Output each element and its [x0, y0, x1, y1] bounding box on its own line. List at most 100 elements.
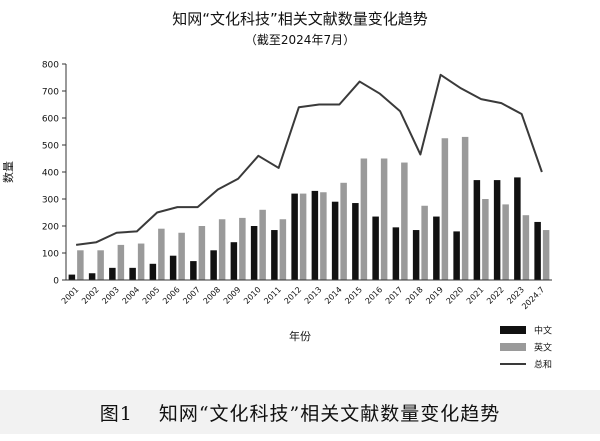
bar-chinese	[372, 216, 379, 280]
y-tick-label: 200	[42, 223, 59, 233]
bar-english	[198, 226, 206, 280]
bar-chinese	[169, 255, 177, 280]
bar-chinese	[68, 274, 76, 280]
bar-english	[117, 244, 125, 280]
x-tick-label: 2024.7	[520, 285, 546, 311]
x-tick-label: 2015	[343, 285, 364, 306]
bar-chinese	[88, 273, 96, 280]
bar-english	[97, 250, 104, 280]
bar-chinese	[271, 230, 278, 280]
bar-chinese	[230, 242, 238, 280]
bar-chinese	[109, 267, 116, 280]
x-tick-label: 2005	[141, 285, 162, 306]
bar-chinese	[210, 250, 217, 280]
bar-english	[441, 138, 449, 280]
bar-chinese	[190, 261, 197, 280]
bar-english	[239, 217, 246, 280]
y-axis-label: 数量	[2, 161, 15, 183]
bar-chinese	[129, 267, 136, 280]
x-tick-label: 2008	[202, 285, 223, 306]
x-tick-label: 2019	[424, 285, 445, 306]
x-axis: 2001 2002 2003 2004 2005 2006 2007 2008 2009 2010…	[60, 279, 552, 311]
bar-english	[502, 204, 509, 280]
chart-subtitle: （截至2024年7月）	[245, 33, 355, 47]
x-tick-label: 2018	[404, 285, 425, 306]
x-tick-label: 2013	[303, 285, 324, 306]
legend-label: 英文	[534, 342, 552, 354]
bar-english	[401, 162, 408, 280]
bar-english	[279, 219, 287, 280]
legend-label: 总和	[534, 359, 552, 371]
x-tick-label: 2002	[80, 285, 101, 306]
bar-english	[77, 250, 84, 280]
x-tick-label: 2011	[262, 285, 283, 306]
x-tick-label: 2020	[445, 285, 466, 306]
x-tick-label: 2001	[60, 285, 81, 306]
legend-swatch	[500, 343, 526, 351]
x-tick-label: 2007	[181, 285, 202, 306]
x-tick-label: 2006	[161, 285, 182, 306]
total-line	[75, 73, 543, 246]
bar-chinese	[493, 180, 501, 280]
bar-english	[320, 192, 327, 280]
bar-english	[340, 182, 347, 280]
y-tick-label: 400	[42, 169, 59, 179]
y-tick-label: 700	[42, 88, 59, 98]
x-tick-label: 2012	[283, 285, 304, 306]
x-tick-label: 2021	[465, 285, 486, 306]
bar-chinese	[433, 216, 440, 280]
bar-chinese	[412, 230, 420, 280]
bar-chinese	[250, 226, 258, 280]
bar-english	[380, 158, 388, 280]
x-tick-label: 2004	[121, 285, 142, 306]
y-tick-label: 100	[42, 250, 59, 260]
bar-english	[137, 243, 145, 280]
x-axis-label: 年份	[289, 329, 311, 343]
bar-chinese	[331, 201, 339, 280]
bar-english	[421, 205, 428, 280]
bar-chinese	[514, 177, 521, 280]
y-tick-label: 500	[42, 142, 59, 152]
figure-caption-text: 知网“文化科技”相关文献数量变化趋势	[158, 402, 501, 425]
bar-english	[158, 228, 165, 280]
bar-english	[299, 193, 307, 280]
bar-chinese	[473, 180, 481, 280]
bar-english	[482, 199, 489, 280]
bar-chinese	[534, 221, 541, 280]
y-tick-label: 600	[42, 115, 59, 125]
bar-english	[259, 209, 266, 280]
chart: 知网“文化科技”相关文献数量变化趋势 （截至2024年7月） 010020030…	[2, 10, 552, 371]
x-tick-label: 2016	[364, 285, 385, 306]
x-tick-label: 2010	[242, 285, 263, 306]
y-tick-label: 800	[42, 61, 59, 71]
bar-english	[360, 158, 368, 280]
bar-english	[178, 232, 185, 280]
bar-chinese	[453, 231, 460, 280]
figure-caption: 图1 知网“文化科技”相关文献数量变化趋势	[0, 390, 600, 434]
bar-chinese	[149, 263, 157, 280]
x-tick-label: 2003	[100, 285, 121, 306]
bar-chinese	[311, 190, 319, 280]
bar-english	[542, 230, 550, 280]
x-tick-label: 2022	[485, 285, 506, 306]
y-tick-label: 300	[42, 196, 59, 206]
bar-chinese	[352, 203, 359, 280]
x-tick-label: 2009	[222, 285, 243, 306]
bars	[68, 136, 550, 280]
legend-swatch	[500, 326, 526, 334]
legend-label: 中文	[534, 325, 552, 337]
bar-english	[461, 136, 469, 280]
x-tick-label: 2017	[384, 285, 405, 306]
bar-chinese	[392, 227, 400, 280]
chart-title: 知网“文化科技”相关文献数量变化趋势	[172, 10, 428, 28]
y-tick-label: 0	[53, 277, 59, 287]
total-series-line	[75, 73, 543, 246]
bar-chinese	[291, 193, 298, 280]
figure-number: 图1	[99, 402, 133, 425]
y-axis: 0 100 200 300 400 500 600 700 800	[42, 61, 67, 287]
bar-english	[218, 219, 226, 280]
x-tick-label: 2014	[323, 285, 344, 306]
bar-english	[522, 215, 530, 280]
